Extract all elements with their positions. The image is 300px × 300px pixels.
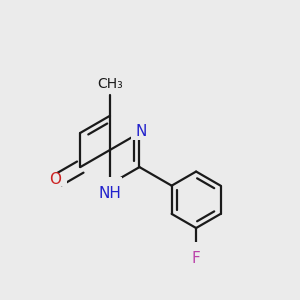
Bar [98, 177, 122, 192]
Bar [188, 242, 204, 256]
Text: NH: NH [98, 186, 121, 201]
Bar [131, 126, 148, 140]
Text: F: F [192, 251, 200, 266]
Bar [50, 173, 67, 186]
Text: N: N [135, 124, 147, 139]
Text: O: O [50, 172, 61, 187]
Text: CH₃: CH₃ [97, 77, 123, 92]
